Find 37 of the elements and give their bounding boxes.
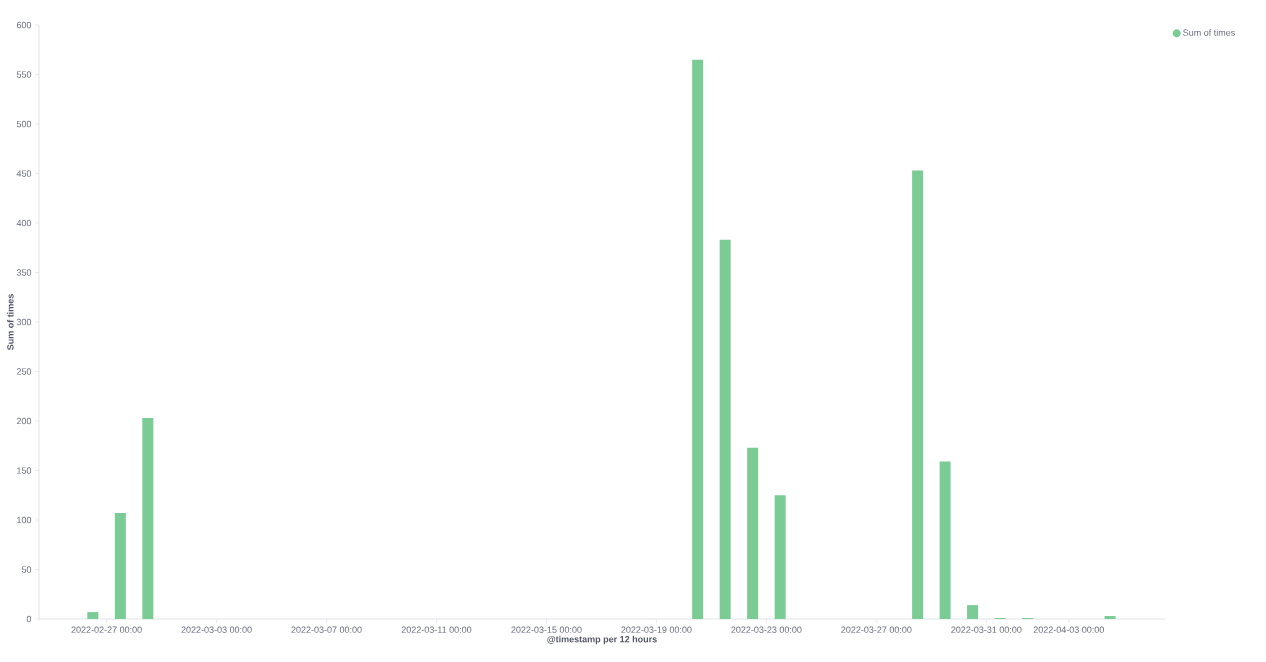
y-tick-label: 350 bbox=[16, 269, 32, 276]
bar bbox=[87, 612, 99, 619]
x-tick-label: 2022-03-31 00:00 bbox=[951, 626, 1022, 633]
legend-label: Sum of times bbox=[1183, 29, 1235, 36]
x-tick-label: 2022-03-27 00:00 bbox=[841, 626, 912, 633]
bar bbox=[967, 605, 979, 619]
y-tick-label: 0 bbox=[26, 615, 32, 623]
y-tick-label: 300 bbox=[16, 318, 32, 326]
y-tick-label: 250 bbox=[16, 368, 32, 375]
x-tick-label: 2022-03-03 00:00 bbox=[181, 626, 252, 633]
y-tick-label: 500 bbox=[16, 120, 32, 128]
y-tick-label: 150 bbox=[17, 467, 32, 474]
x-axis-title: @timestamp per 12 hours bbox=[547, 635, 657, 645]
bar bbox=[142, 418, 154, 619]
x-tick-label: 2022-03-11 00:00 bbox=[401, 626, 472, 633]
y-axis-title: Sum of times bbox=[6, 294, 14, 350]
y-tick-label: 550 bbox=[16, 71, 32, 78]
y-tick-label: 100 bbox=[17, 516, 32, 524]
y-tick-label: 400 bbox=[16, 219, 32, 227]
x-tick-label: 2022-03-15 00:00 bbox=[511, 626, 582, 633]
bar bbox=[912, 170, 924, 619]
y-tick-label: 50 bbox=[21, 566, 32, 573]
bar bbox=[719, 239, 731, 619]
bar bbox=[747, 447, 759, 619]
bar bbox=[114, 513, 126, 619]
y-tick-label: 600 bbox=[16, 21, 32, 29]
x-tick-label: 2022-03-23 00:00 bbox=[731, 626, 802, 633]
x-tick-label: 2022-04-03 00:00 bbox=[1033, 626, 1104, 633]
bar bbox=[692, 59, 704, 619]
x-tick-label: 2022-03-07 00:00 bbox=[291, 626, 362, 633]
y-tick-label: 200 bbox=[16, 417, 32, 425]
x-tick-label: 2022-03-19 00:00 bbox=[621, 626, 692, 633]
x-tick-label: 2022-02-27 00:00 bbox=[71, 626, 142, 633]
bar bbox=[774, 495, 786, 619]
bar bbox=[1104, 616, 1116, 619]
bar bbox=[939, 461, 951, 619]
y-tick-label: 450 bbox=[16, 170, 32, 177]
